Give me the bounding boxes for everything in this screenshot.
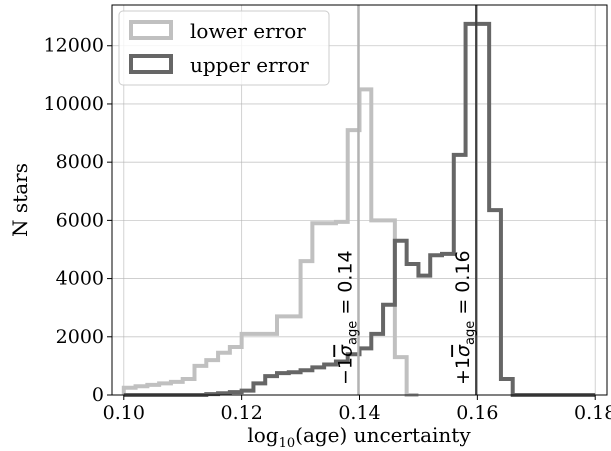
reference-line-label-minus-sigma: −1σage = 0.14 — [334, 250, 360, 385]
x-axis-label-suffix: (age) uncertainty — [295, 423, 471, 447]
histogram-step-upper-error — [123, 21, 596, 397]
legend-swatch-upper-error — [129, 54, 173, 74]
legend-swatch-lower-error — [129, 20, 173, 40]
y-axis-label: N stars — [8, 163, 32, 237]
label-prefix: +1 — [452, 357, 474, 385]
y-tick-label: 12000 — [44, 35, 104, 57]
x-axis-label-subscript: 10 — [279, 436, 296, 451]
y-tick-label: 8000 — [56, 151, 104, 173]
x-axis: 0.10 0.12 0.14 0.16 0.18 — [103, 395, 611, 424]
label-suffix: = 0.16 — [452, 250, 474, 320]
reference-line-label-plus-sigma: +1σage = 0.16 — [452, 250, 478, 385]
label-subscript: age — [345, 321, 360, 345]
label-suffix: = 0.14 — [334, 250, 356, 320]
x-axis-label: log10(age) uncertainty — [247, 423, 471, 451]
label-subscript: age — [463, 321, 478, 345]
y-tick-label: 2000 — [56, 326, 104, 348]
y-tick-label: 4000 — [56, 268, 104, 290]
legend: lower error upper error — [118, 10, 330, 86]
x-tick-label: 0.16 — [456, 402, 498, 424]
x-tick-label: 0.12 — [220, 402, 262, 424]
label-prefix: −1 — [334, 357, 356, 385]
histogram-bars — [121, 21, 596, 397]
x-tick-label: 0.14 — [338, 402, 380, 424]
histogram-step-lower-error — [121, 87, 419, 397]
y-tick-label: 0 — [92, 384, 104, 406]
legend-label-upper-error: upper error — [190, 53, 309, 77]
x-tick-label: 0.18 — [574, 402, 611, 424]
x-axis-label-prefix: log — [247, 423, 278, 447]
reference-lines: −1σage = 0.14+1σage = 0.16 — [334, 5, 478, 395]
x-tick-label: 0.10 — [103, 402, 145, 424]
y-tick-label: 6000 — [56, 209, 104, 231]
legend-label-lower-error: lower error — [190, 19, 306, 43]
sigma-symbol: σ — [334, 344, 356, 357]
y-axis: 0 2000 4000 6000 8000 10000 12000 — [44, 35, 112, 406]
sigma-symbol: σ — [452, 344, 474, 357]
y-tick-label: 10000 — [44, 93, 104, 115]
